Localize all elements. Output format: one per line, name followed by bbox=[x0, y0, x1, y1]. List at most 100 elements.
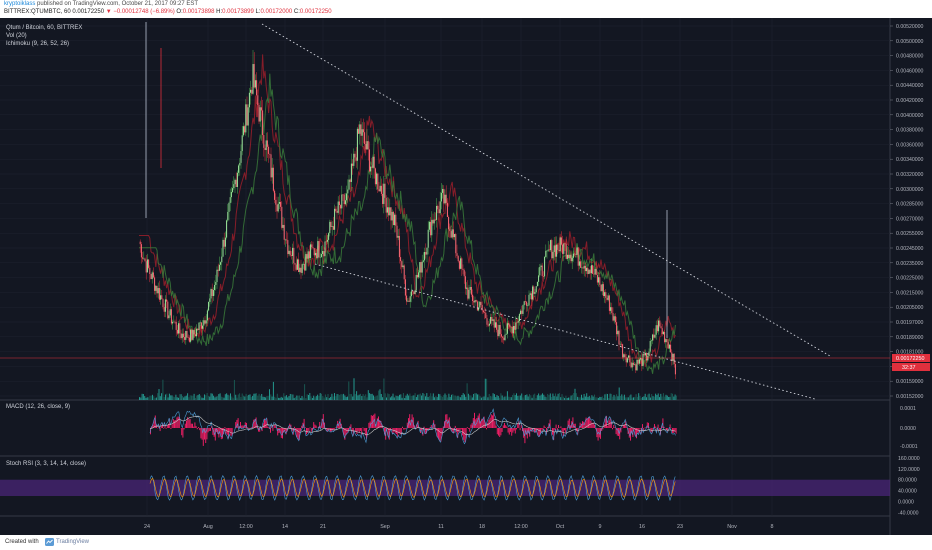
lower-trendline[interactable] bbox=[314, 263, 816, 400]
candle-body bbox=[422, 260, 424, 262]
volume-bar bbox=[214, 397, 216, 400]
macd-hist-bar bbox=[270, 428, 271, 433]
macd-hist-bar bbox=[198, 427, 199, 428]
time-tick-label: 12:00 bbox=[239, 524, 253, 530]
volume-bar bbox=[603, 397, 605, 400]
candle-body bbox=[493, 319, 495, 328]
candle-body bbox=[546, 250, 548, 252]
legend-volume: Vol (20) bbox=[6, 33, 27, 39]
macd-hist-bar bbox=[534, 428, 535, 433]
macd-hist-bar bbox=[648, 422, 649, 428]
candle-body bbox=[527, 305, 529, 306]
candle-body bbox=[253, 64, 255, 88]
macd-hist-bar bbox=[366, 428, 367, 439]
volume-bar bbox=[401, 397, 403, 400]
macd-hist-bar bbox=[272, 428, 274, 431]
macd-hist-bar bbox=[386, 428, 388, 430]
candle-body bbox=[218, 264, 220, 271]
volume-bar bbox=[262, 396, 264, 400]
candle-body bbox=[498, 325, 500, 337]
macd-hist-bar bbox=[360, 428, 361, 431]
candle-body bbox=[520, 310, 522, 315]
candle-body bbox=[223, 239, 225, 247]
legend-symbol: Qtum / Bitcoin, 60, BITTREX bbox=[6, 25, 82, 31]
author-link[interactable]: kryptoiklass bbox=[4, 1, 36, 7]
candle-body bbox=[395, 214, 397, 226]
macd-hist-bar bbox=[298, 428, 300, 441]
volume-bar bbox=[643, 396, 645, 400]
candle-body bbox=[614, 316, 616, 323]
macd-hist-bar bbox=[573, 423, 575, 428]
volume-bar bbox=[661, 396, 663, 400]
volume-bar bbox=[605, 393, 607, 400]
volume-bar bbox=[438, 393, 439, 400]
macd-hist-bar bbox=[242, 425, 244, 428]
macd-hist-bar bbox=[642, 424, 643, 428]
volume-bar bbox=[652, 396, 654, 400]
chart-area[interactable]: Qtum / Bitcoin, 60, BITTREX Vol (20) Ich… bbox=[0, 18, 932, 535]
candle-body bbox=[526, 301, 528, 306]
candle-body bbox=[505, 333, 507, 335]
candle-body bbox=[542, 276, 544, 277]
candle-body bbox=[601, 284, 603, 292]
macd-hist-bar bbox=[241, 425, 243, 428]
candle-body bbox=[590, 265, 592, 274]
volume-bar bbox=[330, 396, 332, 400]
volume-bar bbox=[417, 394, 419, 400]
volume-bar bbox=[454, 395, 456, 400]
volume-bar bbox=[530, 395, 532, 400]
candle-body bbox=[143, 258, 145, 260]
upper-trendline[interactable] bbox=[261, 23, 831, 357]
candle-body bbox=[562, 244, 564, 254]
macd-hist-bar bbox=[643, 428, 645, 431]
volume-bar bbox=[184, 396, 186, 400]
volume-bar bbox=[635, 394, 637, 400]
macd-hist-bar bbox=[267, 426, 269, 428]
candle-body bbox=[346, 193, 348, 201]
volume-bar bbox=[362, 394, 364, 400]
candle-body bbox=[480, 301, 482, 306]
candle-body bbox=[523, 301, 525, 306]
volume-bar bbox=[483, 396, 485, 400]
macd-hist-bar bbox=[222, 428, 223, 439]
candle-body bbox=[656, 325, 658, 332]
macd-hist-bar bbox=[188, 419, 190, 428]
candle-body bbox=[139, 241, 141, 245]
footer-brand[interactable]: TradingView bbox=[56, 539, 90, 545]
volume-bar bbox=[383, 378, 385, 400]
volume-bar bbox=[360, 393, 361, 400]
candle-body bbox=[630, 362, 632, 368]
macd-hist-bar bbox=[400, 428, 402, 435]
macd-hist-bar bbox=[675, 428, 677, 434]
candle-body bbox=[440, 192, 442, 202]
macd-hist-bar bbox=[440, 428, 442, 442]
candle-body bbox=[673, 353, 675, 365]
candle-body bbox=[334, 208, 336, 230]
volume-bar bbox=[371, 393, 373, 400]
macd-hist-bar bbox=[613, 425, 615, 428]
candle-body bbox=[458, 261, 460, 269]
volume-bar bbox=[666, 395, 668, 400]
candle-body bbox=[612, 312, 614, 321]
macd-hist-bar bbox=[595, 428, 597, 430]
price-axis[interactable]: 0.00520000 0.00500000 0.00480000 0.00460000… bbox=[890, 24, 924, 400]
candle-body bbox=[232, 188, 234, 193]
candle-body bbox=[344, 200, 346, 205]
candle-body bbox=[192, 330, 194, 340]
candle-body bbox=[235, 179, 237, 188]
candle-body bbox=[197, 328, 199, 330]
volume-bar bbox=[393, 397, 395, 400]
candle-body bbox=[666, 339, 668, 343]
stoch-k-line bbox=[149, 474, 676, 502]
candle-body bbox=[463, 270, 465, 277]
price-tick-label: 0.00400000 bbox=[896, 113, 924, 119]
candle-body bbox=[304, 263, 306, 271]
candle-body bbox=[152, 272, 154, 278]
candle-body bbox=[559, 237, 561, 252]
chart-svg[interactable]: Qtum / Bitcoin, 60, BITTREX Vol (20) Ich… bbox=[0, 18, 932, 535]
candle-body bbox=[182, 333, 184, 338]
macd-hist-bar bbox=[636, 428, 637, 439]
time-axis[interactable]: 24 Aug 12:00 14 21 Sep 11 18 12:00 Oct 9 16 23 Nov 8 bbox=[144, 524, 774, 530]
volume-bar bbox=[305, 397, 307, 400]
stoch-rsi-pane: Stoch RSI (3, 3, 14, 14, close) 160.0000… bbox=[0, 456, 920, 516]
